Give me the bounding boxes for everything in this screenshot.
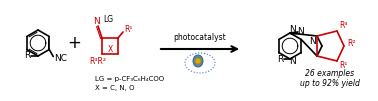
Text: N: N — [297, 26, 304, 35]
Text: photocatalyst: photocatalyst — [174, 33, 226, 42]
Text: 26 examples: 26 examples — [305, 68, 355, 77]
Ellipse shape — [193, 55, 203, 67]
Text: +: + — [67, 34, 81, 52]
Text: R¹: R¹ — [339, 62, 347, 70]
Text: N: N — [94, 17, 101, 26]
Text: R¹: R¹ — [124, 25, 132, 35]
Text: NC: NC — [54, 54, 67, 63]
Text: R³: R³ — [339, 22, 347, 31]
Text: R²: R² — [348, 39, 356, 48]
Text: X: X — [107, 45, 113, 54]
Text: X = C, N, O: X = C, N, O — [95, 85, 135, 91]
Text: N: N — [290, 56, 296, 66]
Text: LG = p-CF₃C₆H₄COO: LG = p-CF₃C₆H₄COO — [95, 76, 164, 82]
Text: up to 92% yield: up to 92% yield — [300, 78, 360, 87]
Text: R: R — [24, 52, 30, 60]
Circle shape — [195, 58, 201, 64]
Text: R³R²: R³R² — [90, 56, 107, 66]
Text: N: N — [309, 37, 316, 46]
Text: LG: LG — [103, 15, 113, 25]
Text: N: N — [290, 25, 296, 35]
Text: R: R — [277, 55, 283, 64]
